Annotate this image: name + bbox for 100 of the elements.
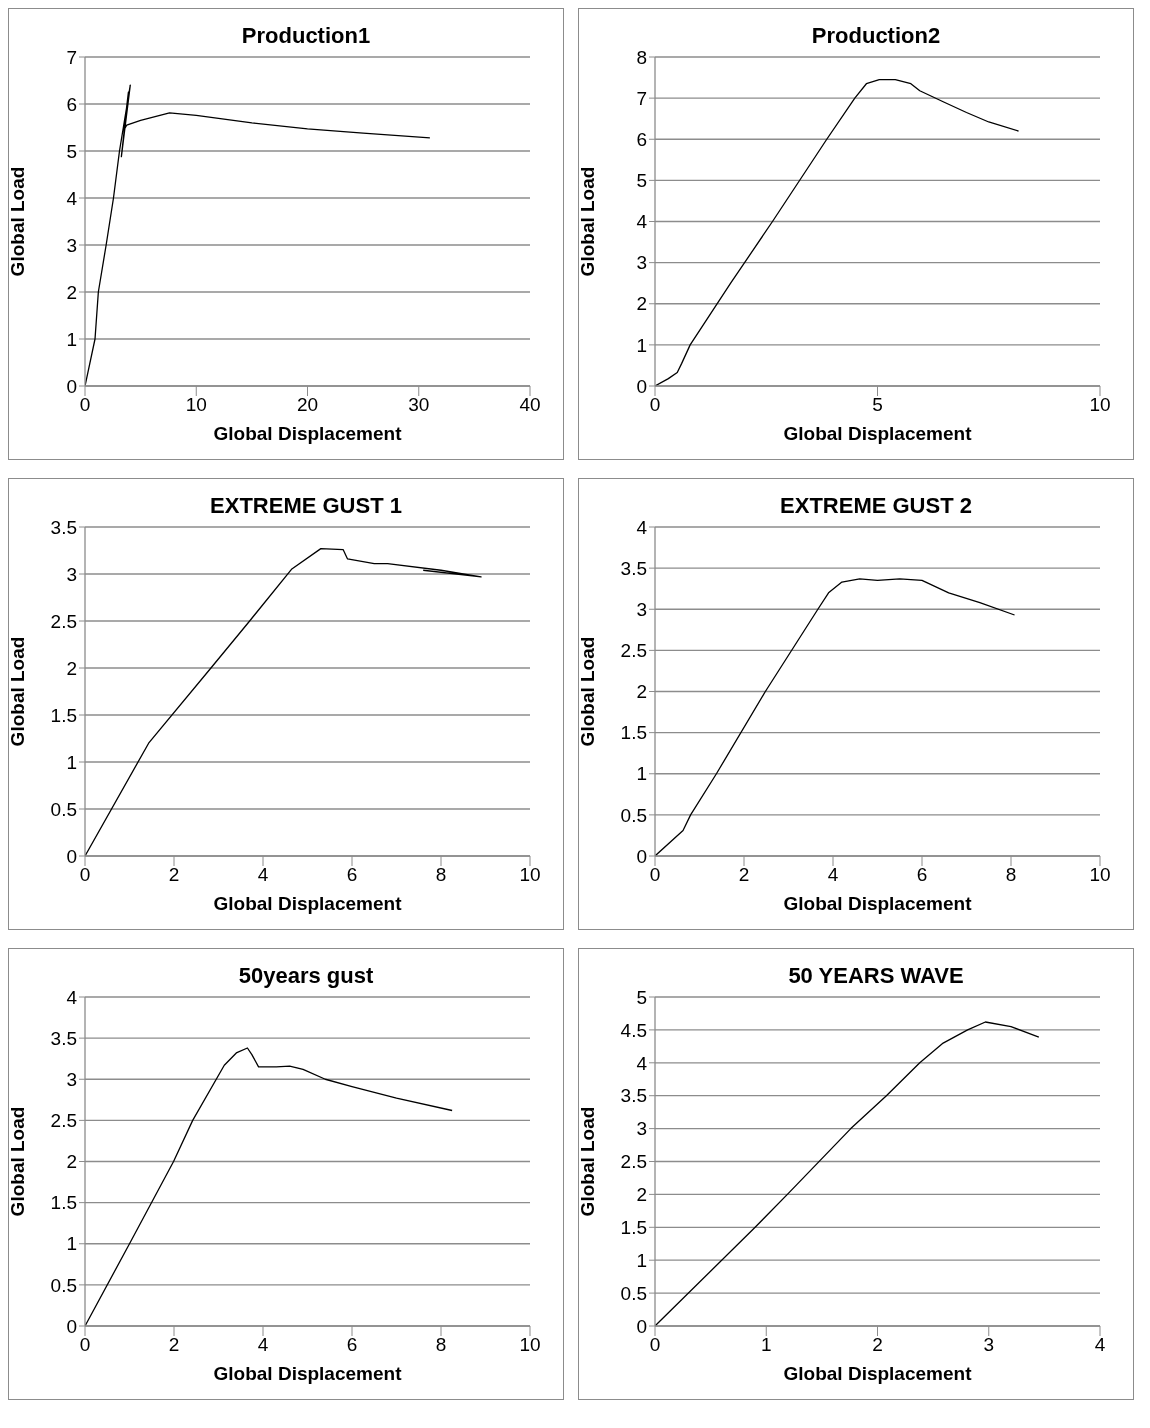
chart-title: Production2	[811, 23, 941, 48]
x-tick-label: 2	[738, 864, 750, 886]
y-tick-label: 3.5	[620, 1085, 647, 1107]
line-series	[85, 1047, 453, 1326]
y-tick-label: 4	[66, 986, 78, 1008]
x-tick-label: 8	[435, 864, 447, 886]
y-axis-title: Global Load	[576, 1106, 598, 1217]
y-tick-label: 2	[636, 1184, 647, 1206]
y-tick-label: 1.5	[620, 722, 647, 744]
y-tick-label: 2	[636, 293, 647, 315]
y-tick-label: 5	[636, 170, 647, 192]
chart-title: EXTREME GUST 2	[780, 493, 972, 518]
y-tick-label: 2.5	[50, 1110, 77, 1132]
x-axis-title: Global Displacement	[783, 893, 973, 914]
y-tick-label: 3	[636, 252, 647, 274]
y-tick-label: 7	[636, 87, 647, 109]
x-tick-label: 2	[168, 864, 180, 886]
y-tick-label: 3.5	[620, 557, 647, 579]
y-tick-label: 0.5	[620, 1282, 647, 1304]
x-axis-title: Global Displacement	[783, 423, 973, 444]
y-tick-label: 1	[636, 334, 647, 356]
y-tick-label: 1	[66, 1233, 77, 1255]
x-tick-label: 40	[519, 394, 541, 416]
x-axis-title: Global Displacement	[783, 1363, 973, 1384]
line-series	[655, 78, 1020, 386]
line-series	[655, 578, 1016, 856]
y-tick-label: 3	[66, 563, 77, 585]
x-tick-label: 10	[519, 864, 541, 886]
chart-title: 50years gust	[238, 963, 374, 988]
y-tick-label: 0	[66, 845, 77, 867]
y-tick-label: 2.5	[50, 610, 77, 632]
x-tick-label: 4	[827, 864, 839, 886]
y-tick-label: 1	[66, 751, 77, 773]
line-series	[85, 547, 482, 856]
y-tick-label: 8	[636, 46, 647, 68]
x-tick-label: 4	[257, 1334, 269, 1356]
y-tick-label: 1	[66, 328, 77, 350]
x-tick-label: 4	[257, 864, 269, 886]
y-axis-title: Global Load	[576, 166, 598, 277]
x-tick-label: 3	[983, 1334, 995, 1356]
y-tick-label: 3.5	[50, 516, 77, 538]
y-axis-title: Global Load	[6, 166, 28, 277]
y-tick-label: 2	[66, 1151, 77, 1173]
y-tick-label: 0.5	[50, 1274, 77, 1296]
x-tick-label: 10	[519, 1334, 541, 1356]
x-tick-label: 30	[408, 394, 430, 416]
y-tick-label: 4	[66, 187, 78, 209]
y-tick-label: 1.5	[620, 1217, 647, 1239]
y-tick-label: 2	[636, 681, 647, 703]
y-tick-label: 3	[636, 598, 647, 620]
y-tick-label: 4	[636, 211, 648, 233]
x-tick-label: 6	[916, 864, 928, 886]
x-tick-label: 1	[760, 1334, 772, 1356]
y-tick-label: 1.5	[50, 704, 77, 726]
y-tick-label: 0.5	[620, 804, 647, 826]
x-tick-label: 10	[185, 394, 207, 416]
y-tick-label: 6	[66, 93, 77, 115]
chart-title: EXTREME GUST 1	[210, 493, 402, 518]
y-tick-label: 0	[66, 375, 77, 397]
y-tick-label: 4	[636, 516, 648, 538]
y-axis-title: Global Load	[576, 636, 598, 747]
x-tick-label: 6	[346, 864, 358, 886]
x-tick-label: 6	[346, 1334, 358, 1356]
line-series	[655, 1021, 1040, 1326]
x-tick-label: 8	[435, 1334, 447, 1356]
x-tick-label: 4	[1094, 1334, 1106, 1356]
y-tick-label: 4.5	[620, 1019, 647, 1041]
y-tick-label: 3	[636, 1118, 647, 1140]
y-tick-label: 0	[636, 845, 647, 867]
x-tick-label: 2	[168, 1334, 180, 1356]
x-tick-label: 5	[872, 394, 883, 416]
y-tick-label: 4	[636, 1052, 648, 1074]
x-axis-title: Global Displacement	[213, 893, 403, 914]
y-axis-title: Global Load	[6, 1106, 28, 1217]
chart-title: 50 YEARS WAVE	[788, 963, 964, 988]
y-tick-label: 5	[66, 140, 77, 162]
y-tick-label: 2	[66, 657, 77, 679]
x-tick-label: 10	[1089, 394, 1111, 416]
y-tick-label: 1	[636, 763, 647, 785]
y-tick-label: 0	[66, 1315, 77, 1337]
x-tick-label: 8	[1005, 864, 1017, 886]
y-tick-label: 6	[636, 128, 647, 150]
y-tick-label: 2.5	[620, 1151, 647, 1173]
y-tick-label: 1	[636, 1249, 647, 1271]
y-tick-label: 2.5	[620, 640, 647, 662]
x-tick-label: 20	[296, 394, 319, 416]
y-tick-label: 3.5	[50, 1027, 77, 1049]
y-tick-label: 3	[66, 234, 77, 256]
x-axis-title: Global Displacement	[213, 1363, 403, 1384]
y-tick-label: 0.5	[50, 798, 77, 820]
y-tick-label: 0	[636, 1315, 647, 1337]
x-tick-label: 10	[1089, 864, 1111, 886]
y-axis-title: Global Load	[6, 636, 28, 747]
y-tick-label: 2	[66, 281, 77, 303]
x-tick-label: 2	[872, 1334, 883, 1356]
y-tick-label: 7	[66, 46, 77, 68]
y-tick-label: 0	[636, 375, 647, 397]
chart-title: Production1	[241, 23, 371, 48]
x-axis-title: Global Displacement	[213, 423, 403, 444]
y-tick-label: 3	[66, 1068, 77, 1090]
